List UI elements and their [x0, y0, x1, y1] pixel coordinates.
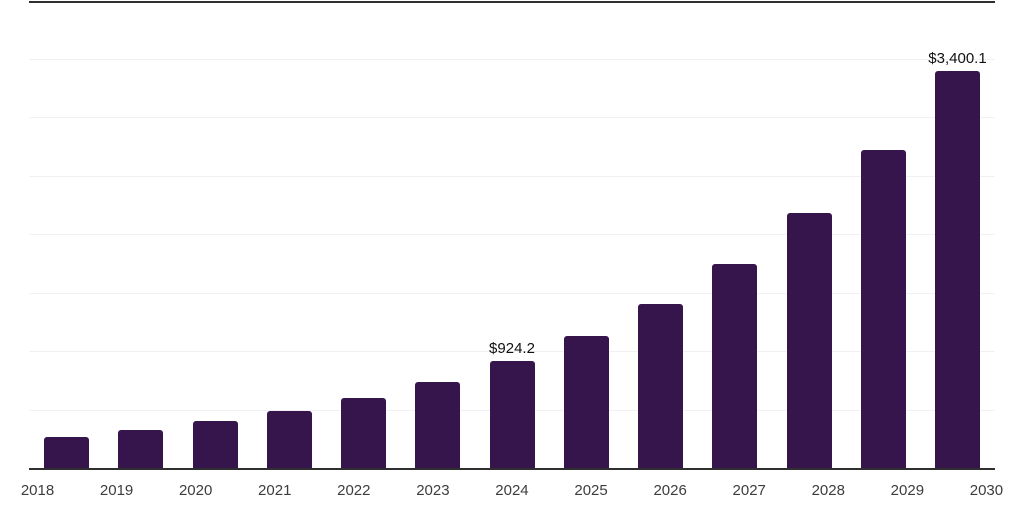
x-tick-2028: 2028: [811, 482, 845, 499]
bar-2030: $3,400.1: [928, 50, 987, 469]
x-tick-2027: 2027: [732, 482, 766, 499]
bar-value-label-2030: $3,400.1: [928, 50, 987, 67]
x-tick-2022: 2022: [337, 482, 371, 499]
bar-2024: $924.2: [489, 340, 535, 469]
gridline-2500: [29, 175, 995, 177]
bars-row: $924.2 $3,400.1: [29, 1, 995, 469]
x-tick-2018: 2018: [20, 482, 55, 499]
x-tick-2023: 2023: [416, 482, 450, 499]
bar-value-label-2024: $924.2: [489, 340, 535, 357]
bar-2028: [786, 213, 832, 469]
gridline-3000: [29, 117, 995, 118]
bar-2021: [266, 411, 312, 469]
x-tick-2030: 2030: [969, 482, 1004, 499]
bar-2023: [415, 382, 461, 469]
x-tick-2025: 2025: [574, 482, 608, 499]
gridline-1500: [29, 292, 995, 294]
gridline-1000: [29, 351, 995, 352]
x-tick-2019: 2019: [99, 482, 134, 499]
bar-2019: [118, 430, 164, 469]
x-axis-line: [29, 468, 995, 470]
bar-2018: [44, 437, 89, 469]
bar-2020: [192, 421, 238, 469]
x-tick-2026: 2026: [653, 482, 687, 499]
bar-2029: [860, 150, 906, 469]
x-tick-2020: 2020: [178, 482, 213, 499]
bar-2027: [712, 264, 758, 469]
plot-area: $924.2 $3,400.1: [29, 1, 995, 470]
gridline-3500: [29, 58, 995, 60]
x-tick-2024: 2024: [495, 482, 529, 499]
bar-2026: [638, 304, 683, 469]
x-axis-labels: 2018 2019 2020 2021 2022 2023 2024 2025 2026 2027…: [0, 482, 1024, 500]
x-tick-2029: 2029: [890, 482, 925, 499]
x-tick-2021: 2021: [258, 482, 292, 499]
gridline-2000: [29, 234, 995, 235]
bar-2025: [563, 336, 609, 469]
bar-2022: [341, 398, 386, 469]
plot-top-border: [29, 1, 995, 3]
